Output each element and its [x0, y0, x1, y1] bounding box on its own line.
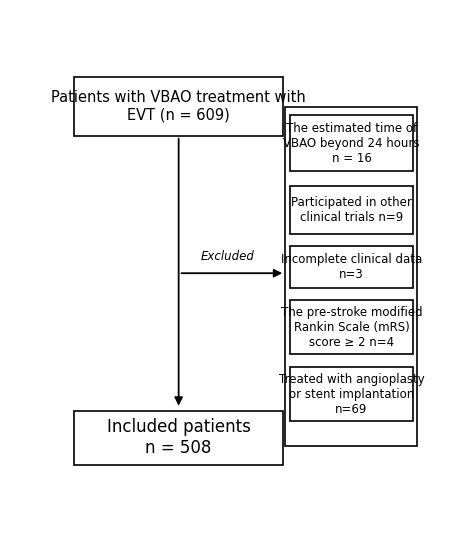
Text: The pre-stroke modified
Rankin Scale (mRS)
score ≥ 2 n=4: The pre-stroke modified Rankin Scale (mR…: [281, 306, 422, 349]
Text: Incomplete clinical data
n=3: Incomplete clinical data n=3: [281, 253, 422, 281]
Text: Excluded: Excluded: [201, 250, 255, 263]
FancyBboxPatch shape: [74, 77, 283, 136]
Text: The estimated time of
VBAO beyond 24 hours
n = 16: The estimated time of VBAO beyond 24 hou…: [283, 122, 419, 164]
FancyBboxPatch shape: [290, 186, 413, 234]
FancyBboxPatch shape: [290, 367, 413, 421]
FancyBboxPatch shape: [290, 115, 413, 171]
Text: Treated with angioplasty
or stent implantation
n=69: Treated with angioplasty or stent implan…: [279, 373, 424, 415]
Text: Patients with VBAO treatment with
EVT (n = 609): Patients with VBAO treatment with EVT (n…: [51, 90, 306, 123]
Text: Included patients
n = 508: Included patients n = 508: [107, 418, 251, 457]
FancyBboxPatch shape: [74, 411, 283, 465]
Text: Participated in other
clinical trials n=9: Participated in other clinical trials n=…: [291, 196, 412, 223]
FancyBboxPatch shape: [285, 107, 418, 446]
FancyBboxPatch shape: [290, 246, 413, 288]
FancyBboxPatch shape: [290, 300, 413, 354]
